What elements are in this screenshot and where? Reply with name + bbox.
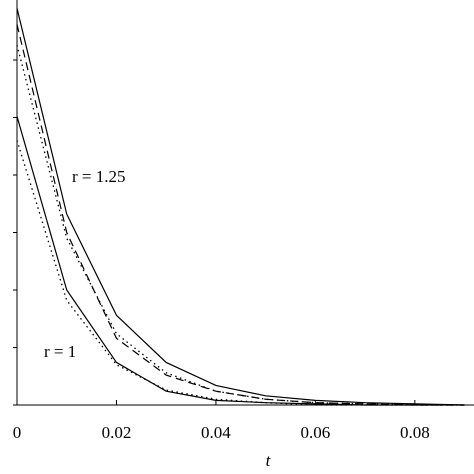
data-line bbox=[16, 116, 465, 406]
data-line bbox=[16, 44, 465, 406]
x-tick-label: 0 bbox=[13, 423, 22, 442]
x-axis-label: t bbox=[266, 451, 272, 470]
data-line bbox=[16, 140, 465, 406]
data-line bbox=[16, 8, 465, 406]
x-tick-label: 0.02 bbox=[102, 423, 132, 442]
annotation: r = 1 bbox=[44, 342, 76, 361]
data-line bbox=[16, 24, 465, 406]
x-tick-label: 0.08 bbox=[400, 423, 430, 442]
x-tick-label: 0.04 bbox=[201, 423, 231, 442]
annotation: r = 1.25 bbox=[72, 167, 126, 186]
x-tick-label: 0.06 bbox=[300, 423, 330, 442]
